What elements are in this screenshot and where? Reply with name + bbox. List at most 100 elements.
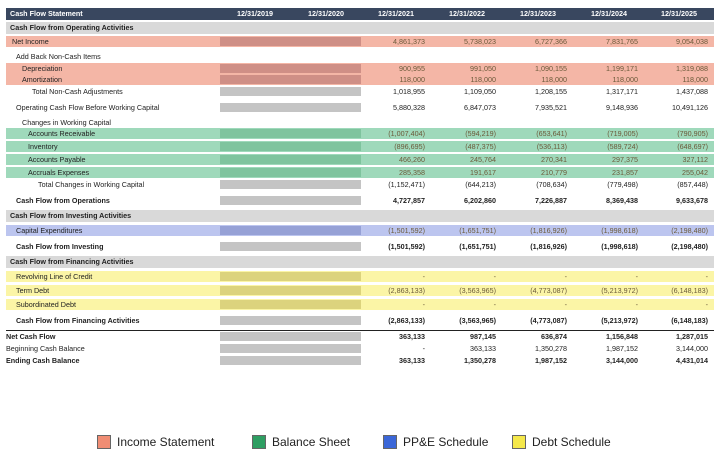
value-cell: 231,857 (612, 168, 638, 177)
value-cell: 245,764 (470, 155, 496, 164)
cfi-section-label: Cash Flow from Investing Activities (10, 211, 132, 220)
changes-wc-label: Changes in Working Capital (22, 118, 111, 127)
historical-block (220, 155, 361, 164)
accrued-row: Accruals Expenses 285,358 191,617 210,779 23… (6, 167, 714, 178)
historical-block (220, 168, 361, 177)
historical-block (220, 300, 361, 309)
value-cell: 6,727,366 (535, 37, 567, 46)
value-cell: 1,350,278 (464, 356, 496, 365)
historical-block (220, 180, 361, 189)
inventory-row: Inventory (896,695) (487,375) (536,113) (589… (6, 141, 714, 152)
value-cell: 327,112 (682, 155, 708, 164)
value-cell: - (493, 272, 496, 281)
value-cell: 363,133 (399, 332, 425, 341)
cfo-section-row: Cash Flow from Operating Activities (6, 22, 714, 34)
value-cell: (1,152,471) (388, 180, 425, 189)
value-cell: 636,874 (541, 332, 567, 341)
value-cell: 6,847,073 (464, 103, 496, 112)
term-debt-label: Term Debt (16, 286, 50, 295)
value-cell: - (635, 300, 638, 309)
begin-cash-label: Beginning Cash Balance (6, 344, 85, 353)
header-date: 12/31/2023 (520, 9, 556, 18)
begin-cash-row: Beginning Cash Balance - 363,133 1,350,278 1… (6, 343, 714, 354)
add-back-row: Add Back Non-Cash Items (6, 51, 714, 62)
value-cell: (644,213) (465, 180, 496, 189)
legend-income-swatch (97, 435, 111, 449)
value-cell: 466,260 (399, 155, 425, 164)
revolver-label: Revolving Line of Credit (16, 272, 93, 281)
value-cell: - (422, 272, 425, 281)
header-date: 12/31/2019 (237, 9, 273, 18)
legend-balance-label: Balance Sheet (272, 435, 351, 449)
capex-row: Capital Expenditures (1,501,592) (1,651,75… (6, 225, 714, 236)
sub-debt-row: Subordinated Debt - - - - - (6, 299, 714, 310)
value-cell: (708,634) (536, 180, 567, 189)
value-cell: 987,145 (470, 332, 496, 341)
historical-block (220, 103, 361, 112)
accrued-label: Accruals Expenses (28, 168, 90, 177)
ap-label: Accounts Payable (28, 155, 86, 164)
value-cell: 297,375 (612, 155, 638, 164)
value-cell: 4,727,857 (393, 196, 425, 205)
value-cell: 118,000 (612, 75, 638, 84)
value-cell: 191,617 (470, 168, 496, 177)
net-cf-label: Net Cash Flow (6, 332, 56, 341)
value-cell: - (635, 272, 638, 281)
legend-income-label: Income Statement (117, 435, 215, 449)
historical-block (220, 142, 361, 151)
value-cell: (653,641) (536, 129, 567, 138)
total-wc-row: Total Changes in Working Capital (1,152,4… (6, 179, 714, 190)
historical-block (220, 316, 361, 325)
cfo-section-label: Cash Flow from Operating Activities (10, 23, 134, 32)
header-title: Cash Flow Statement (10, 9, 83, 18)
value-cell: 3,144,000 (606, 356, 638, 365)
legend: Income Statement Balance Sheet PP&E Sche… (0, 433, 720, 451)
value-cell: (857,448) (677, 180, 708, 189)
value-cell: 9,054,038 (676, 37, 708, 46)
ocf-before-wc-row: Operating Cash Flow Before Working Capit… (6, 102, 714, 113)
net-cf-row: Net Cash Flow 363,133 987,145 636,874 1,156,… (6, 330, 714, 342)
historical-block (220, 196, 361, 205)
value-cell: 8,369,438 (606, 196, 638, 205)
ar-label: Accounts Receivable (28, 129, 96, 138)
legend-ppe-label: PP&E Schedule (403, 435, 489, 449)
historical-block (220, 344, 361, 353)
value-cell: - (422, 300, 425, 309)
value-cell: 3,144,000 (676, 344, 708, 353)
historical-block (220, 356, 361, 365)
value-cell: (5,213,972) (601, 316, 638, 325)
value-cell: (3,563,965) (459, 316, 496, 325)
value-cell: 7,831,765 (606, 37, 638, 46)
legend-ppe-swatch (383, 435, 397, 449)
value-cell: (2,198,480) (671, 242, 708, 251)
historical-block (220, 87, 361, 96)
depreciation-label: Depreciation (22, 64, 63, 73)
cfi-section-row: Cash Flow from Investing Activities (6, 210, 714, 222)
value-cell: 1,109,050 (464, 87, 496, 96)
value-cell: (1,998,618) (601, 226, 638, 235)
value-cell: (719,005) (607, 129, 638, 138)
cfo-total-label: Cash Flow from Operations (16, 196, 110, 205)
value-cell: 900,955 (399, 64, 425, 73)
term-debt-row: Term Debt (2,863,133) (3,563,965) (4,773,08… (6, 285, 714, 296)
value-cell: 1,156,848 (606, 332, 638, 341)
historical-block (220, 129, 361, 138)
revolver-row: Revolving Line of Credit - - - - - (6, 271, 714, 282)
net-income-row: Net Income 4,861,373 5,738,023 6,727,366 7,8… (6, 36, 714, 47)
value-cell: 1,987,152 (535, 356, 567, 365)
historical-block (220, 37, 361, 46)
value-cell: (1,501,592) (388, 226, 425, 235)
value-cell: 1,208,155 (535, 87, 567, 96)
value-cell: (1,816,926) (530, 226, 567, 235)
value-cell: 1,199,171 (606, 64, 638, 73)
end-cash-row: Ending Cash Balance 363,133 1,350,278 1,987… (6, 355, 714, 366)
value-cell: (487,375) (465, 142, 496, 151)
value-cell: (2,863,133) (388, 286, 425, 295)
value-cell: 5,738,023 (464, 37, 496, 46)
cff-total-label: Cash Flow from Financing Activities (16, 316, 140, 325)
value-cell: (536,113) (536, 142, 567, 151)
value-cell: 363,133 (399, 356, 425, 365)
value-cell: - (705, 272, 708, 281)
value-cell: (6,148,183) (671, 286, 708, 295)
cff-total-row: Cash Flow from Financing Activities (2,86… (6, 315, 714, 326)
